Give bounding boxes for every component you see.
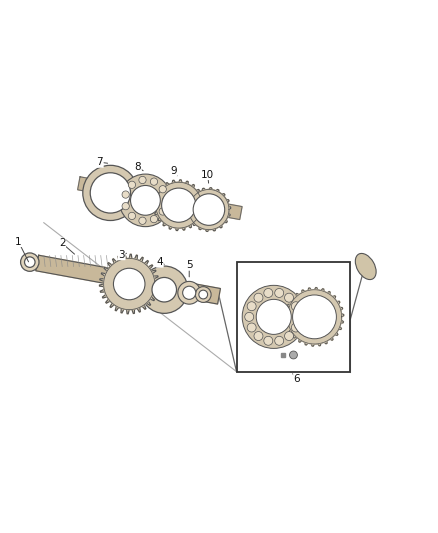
Circle shape	[294, 312, 303, 321]
Circle shape	[162, 197, 170, 204]
Circle shape	[128, 212, 136, 220]
Circle shape	[242, 285, 305, 349]
Circle shape	[247, 302, 256, 311]
Polygon shape	[36, 255, 220, 304]
Circle shape	[178, 281, 201, 304]
Circle shape	[264, 336, 273, 345]
Circle shape	[275, 288, 284, 297]
Circle shape	[199, 290, 208, 299]
Circle shape	[285, 293, 293, 302]
Circle shape	[122, 203, 129, 210]
Text: 3: 3	[118, 249, 125, 260]
Circle shape	[122, 191, 129, 198]
Circle shape	[139, 176, 146, 184]
Polygon shape	[153, 180, 204, 231]
Circle shape	[83, 165, 138, 221]
Circle shape	[245, 312, 254, 321]
Text: 6: 6	[293, 374, 300, 384]
Text: 2: 2	[59, 238, 66, 248]
Circle shape	[254, 332, 263, 341]
Circle shape	[150, 178, 158, 185]
Circle shape	[90, 173, 131, 213]
Circle shape	[254, 293, 263, 302]
Circle shape	[256, 300, 291, 334]
Circle shape	[128, 181, 136, 189]
Text: 9: 9	[170, 166, 177, 176]
Circle shape	[293, 295, 336, 339]
Text: 7: 7	[96, 157, 103, 167]
Circle shape	[162, 188, 196, 222]
Polygon shape	[99, 254, 159, 314]
Text: 10: 10	[201, 169, 214, 180]
Circle shape	[275, 336, 284, 345]
Circle shape	[159, 208, 166, 215]
Circle shape	[247, 323, 256, 332]
Polygon shape	[287, 290, 342, 344]
Polygon shape	[189, 190, 229, 230]
Circle shape	[195, 287, 211, 302]
Circle shape	[139, 217, 146, 224]
Circle shape	[285, 332, 293, 341]
Polygon shape	[104, 259, 155, 310]
Text: 8: 8	[134, 162, 141, 172]
Text: 4: 4	[156, 257, 163, 267]
Circle shape	[21, 253, 39, 271]
Circle shape	[183, 286, 196, 300]
Bar	[237, 262, 350, 372]
Polygon shape	[156, 182, 201, 228]
Polygon shape	[78, 177, 242, 220]
Circle shape	[264, 288, 273, 297]
Circle shape	[25, 257, 35, 268]
Circle shape	[119, 174, 172, 227]
Circle shape	[150, 215, 158, 223]
Circle shape	[152, 278, 177, 302]
Ellipse shape	[355, 253, 376, 280]
Polygon shape	[285, 287, 344, 346]
Circle shape	[193, 194, 225, 225]
Circle shape	[113, 268, 145, 300]
Circle shape	[291, 323, 300, 332]
Circle shape	[141, 266, 188, 313]
Circle shape	[131, 185, 160, 215]
Text: 1: 1	[15, 237, 22, 247]
Text: 5: 5	[186, 260, 193, 270]
Polygon shape	[187, 188, 231, 231]
Circle shape	[290, 351, 297, 359]
Circle shape	[291, 302, 300, 311]
Circle shape	[159, 185, 166, 193]
